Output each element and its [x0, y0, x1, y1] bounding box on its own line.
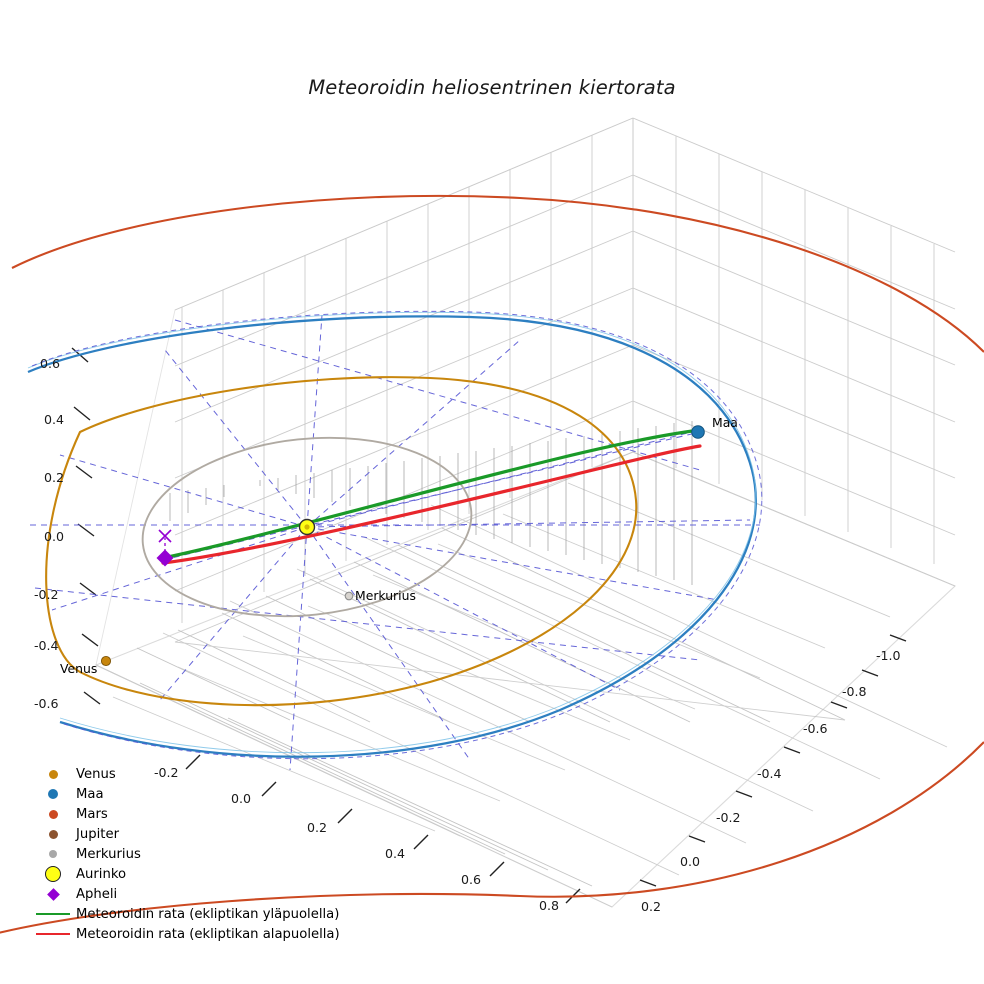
z-tick: -0.6 — [34, 696, 59, 711]
z-tick: 0.0 — [44, 529, 65, 544]
venus-marker — [100, 655, 112, 667]
apheli-diamond-icon — [30, 887, 76, 901]
red-line-icon — [30, 932, 76, 936]
page-title: Meteoroidin heliosentrinen kiertorata — [308, 76, 676, 99]
legend-label: Jupiter — [76, 826, 119, 842]
apheli-marker — [156, 549, 174, 567]
x-tick: 0.8 — [539, 898, 560, 913]
legend-label: Aurinko — [76, 866, 127, 882]
ecliptic-projection-lines — [30, 314, 760, 771]
venus-dot-icon — [30, 769, 76, 779]
aurinko-marker — [298, 518, 316, 536]
x-tick: 0.2 — [307, 820, 328, 835]
y-tick: -0.6 — [803, 721, 828, 736]
y-tick: 0.0 — [680, 854, 701, 869]
legend-item-venus[interactable]: Venus — [30, 764, 360, 784]
legend-item-above-ecliptic[interactable]: Meteoroidin rata (ekliptikan yläpuolella… — [30, 904, 360, 924]
y-tick: 0.2 — [641, 899, 662, 914]
y-tick: -0.8 — [842, 684, 867, 699]
axis-ticks — [71, 347, 907, 904]
z-tick: -0.4 — [34, 638, 59, 653]
merkurius-marker — [344, 591, 354, 601]
jupiter-dot-icon — [30, 829, 76, 839]
legend-label: Merkurius — [76, 846, 141, 862]
x-tick: 0.4 — [385, 846, 406, 861]
y-tick: -0.2 — [716, 810, 741, 825]
x-tick: -0.2 — [154, 765, 179, 780]
legend-label: Meteoroidin rata (ekliptikan yläpuolella… — [76, 906, 340, 922]
merkurius-orbit — [141, 436, 473, 618]
annotation-maa: Maa — [712, 415, 738, 430]
meteoroid-track-below-ecliptic — [161, 444, 702, 565]
x-tick: 0.6 — [461, 872, 482, 887]
legend-item-maa[interactable]: Maa — [30, 784, 360, 804]
green-line-icon — [30, 912, 76, 916]
z-tick: 0.6 — [40, 356, 61, 371]
x-tick: 0.0 — [231, 791, 252, 806]
mars-orbit — [0, 194, 984, 934]
annotation-venus: Venus — [60, 661, 98, 676]
axes-pane-grid — [95, 117, 956, 666]
maa-dot-icon — [30, 789, 76, 799]
legend-item-jupiter[interactable]: Jupiter — [30, 824, 360, 844]
legend-label: Mars — [76, 806, 108, 822]
legend-item-mars[interactable]: Mars — [30, 804, 360, 824]
z-tick: -0.2 — [34, 587, 59, 602]
merkurius-dot-icon — [30, 850, 76, 858]
meteoroid-track-above-ecliptic — [161, 428, 702, 560]
legend-label: Apheli — [76, 886, 118, 902]
z-tick: 0.4 — [44, 412, 65, 427]
y-tick: -0.4 — [757, 766, 782, 781]
legend: Venus Maa Mars Jupiter Merkurius — [30, 764, 360, 944]
z-tick: 0.2 — [44, 470, 65, 485]
legend-label: Venus — [76, 766, 116, 782]
annotation-merkurius: Merkurius — [355, 588, 416, 603]
legend-item-aurinko[interactable]: Aurinko — [30, 864, 360, 884]
legend-label: Meteoroidin rata (ekliptikan alapuolella… — [76, 926, 340, 942]
venus-orbit — [45, 376, 638, 707]
legend-item-apheli[interactable]: Apheli — [30, 884, 360, 904]
mars-dot-icon — [30, 809, 76, 819]
maa-orbit — [27, 310, 763, 760]
legend-label: Maa — [76, 786, 104, 802]
y-tick: -1.0 — [876, 648, 901, 663]
aurinko-dot-icon — [30, 866, 76, 882]
legend-item-below-ecliptic[interactable]: Meteoroidin rata (ekliptikan alapuolella… — [30, 924, 360, 944]
apheli-connector — [158, 529, 172, 558]
maa-marker — [691, 425, 705, 439]
legend-item-merkurius[interactable]: Merkurius — [30, 844, 360, 864]
